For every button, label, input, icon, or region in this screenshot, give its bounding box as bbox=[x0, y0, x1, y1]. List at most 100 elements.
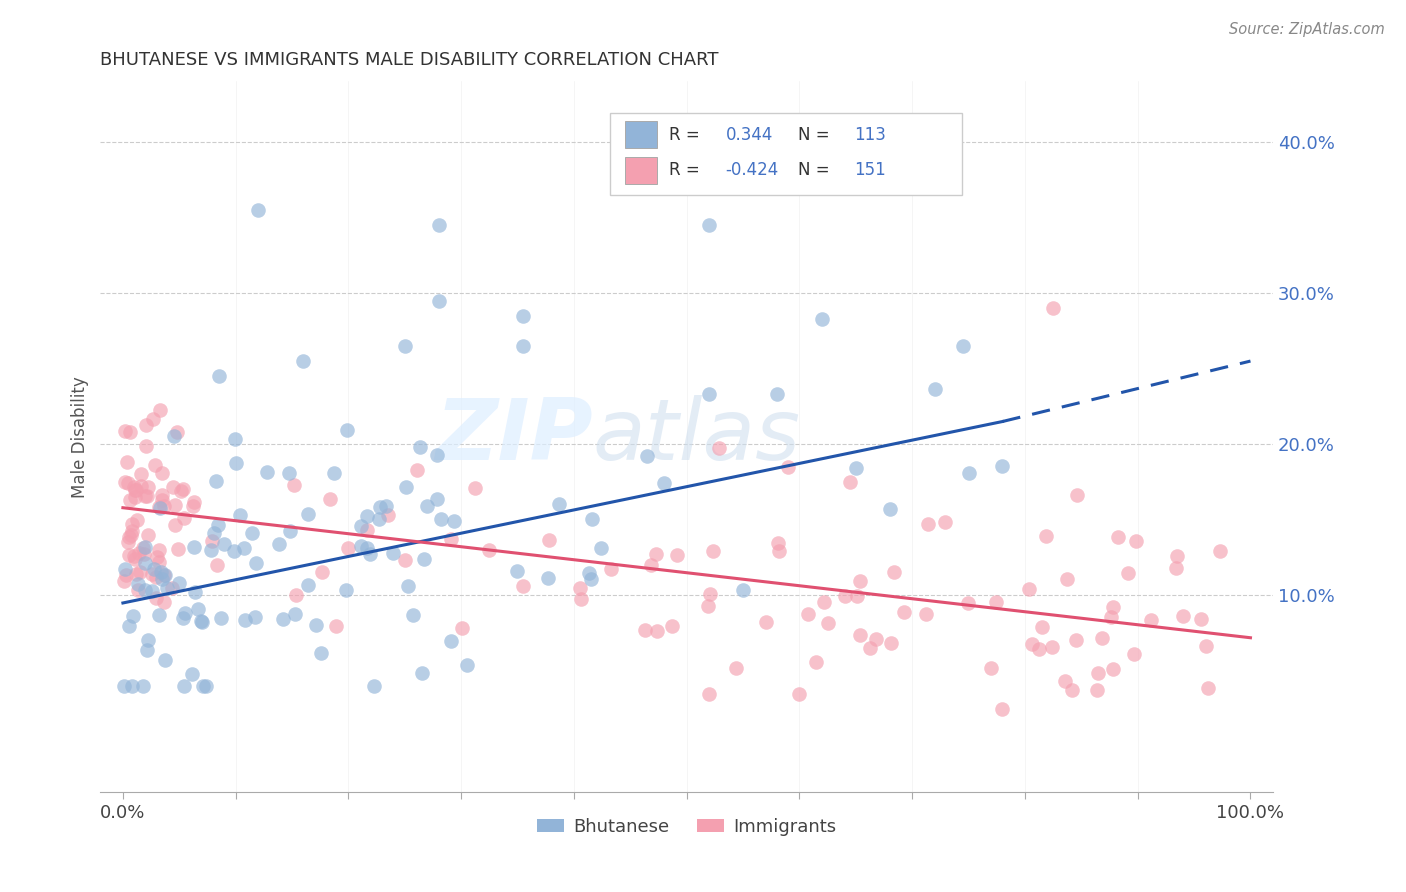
Point bbox=[377, 508, 399, 522]
Point bbox=[229, 508, 252, 523]
Point bbox=[150, 466, 173, 480]
Point bbox=[319, 491, 342, 506]
Point bbox=[150, 572, 173, 586]
Point bbox=[568, 581, 591, 595]
Point bbox=[280, 524, 302, 539]
Point bbox=[162, 429, 184, 443]
Point bbox=[406, 462, 429, 476]
Point bbox=[778, 459, 800, 474]
Point bbox=[537, 571, 560, 585]
Point bbox=[1035, 529, 1057, 543]
Text: 113: 113 bbox=[855, 126, 886, 144]
Point bbox=[121, 608, 143, 623]
Point bbox=[114, 562, 136, 576]
Point bbox=[849, 628, 872, 642]
Text: 0.344: 0.344 bbox=[725, 126, 773, 144]
Point bbox=[134, 540, 156, 554]
Point bbox=[427, 218, 450, 232]
Point bbox=[766, 535, 789, 549]
Point bbox=[440, 532, 463, 546]
Point bbox=[200, 543, 222, 558]
Point bbox=[124, 483, 146, 497]
Point bbox=[131, 479, 153, 493]
Point bbox=[411, 666, 433, 681]
Bar bbox=[624, 121, 658, 148]
Point bbox=[1197, 681, 1219, 696]
Point bbox=[368, 500, 391, 515]
Point bbox=[1116, 566, 1139, 581]
Point bbox=[934, 515, 956, 529]
Point bbox=[335, 582, 357, 597]
Text: R =: R = bbox=[669, 161, 704, 179]
Point bbox=[652, 475, 675, 490]
Point bbox=[115, 455, 138, 469]
Point bbox=[356, 524, 378, 538]
Text: BHUTANESE VS IMMIGRANTS MALE DISABILITY CORRELATION CHART: BHUTANESE VS IMMIGRANTS MALE DISABILITY … bbox=[100, 51, 718, 69]
Point bbox=[1060, 682, 1083, 697]
Point bbox=[118, 493, 141, 508]
Point bbox=[359, 547, 381, 561]
Point bbox=[170, 483, 193, 498]
Point bbox=[395, 480, 418, 494]
Point bbox=[153, 568, 176, 582]
Point bbox=[879, 636, 901, 650]
Point bbox=[127, 582, 149, 597]
Point bbox=[148, 556, 170, 570]
Point bbox=[924, 383, 946, 397]
Point bbox=[148, 542, 170, 557]
Point bbox=[118, 548, 141, 562]
Point bbox=[548, 497, 571, 511]
Point bbox=[427, 293, 450, 308]
Point bbox=[173, 606, 195, 620]
Point bbox=[839, 475, 862, 489]
Point bbox=[132, 541, 155, 555]
Y-axis label: Male Disability: Male Disability bbox=[72, 376, 89, 498]
Point bbox=[789, 687, 811, 701]
Point bbox=[125, 483, 148, 498]
Point bbox=[396, 579, 419, 593]
Point bbox=[797, 607, 820, 622]
Point bbox=[1171, 608, 1194, 623]
Point bbox=[160, 581, 183, 595]
Point bbox=[416, 499, 439, 513]
Point bbox=[180, 666, 202, 681]
Point bbox=[148, 608, 170, 623]
Point bbox=[834, 590, 856, 604]
Point bbox=[766, 387, 789, 401]
Point bbox=[245, 556, 267, 570]
Point bbox=[134, 489, 156, 503]
Point bbox=[581, 511, 603, 525]
Point bbox=[506, 564, 529, 578]
Point bbox=[118, 529, 141, 543]
Point bbox=[292, 354, 315, 368]
Point bbox=[153, 653, 176, 667]
Point bbox=[952, 339, 974, 353]
Point bbox=[129, 467, 152, 481]
Point bbox=[152, 499, 174, 513]
Point bbox=[600, 562, 623, 576]
Point bbox=[1166, 549, 1188, 564]
Point bbox=[661, 618, 683, 632]
Point bbox=[980, 661, 1002, 675]
Point bbox=[132, 547, 155, 561]
Point bbox=[135, 489, 157, 503]
Point bbox=[724, 661, 747, 675]
Point bbox=[645, 624, 668, 638]
Point bbox=[1066, 633, 1088, 648]
Point bbox=[451, 621, 474, 635]
Point bbox=[118, 619, 141, 633]
Point bbox=[125, 566, 148, 581]
Point bbox=[1031, 620, 1053, 634]
Point bbox=[1087, 666, 1109, 681]
Point bbox=[129, 565, 152, 579]
Point bbox=[153, 568, 176, 582]
Point bbox=[141, 584, 163, 599]
Point bbox=[1107, 530, 1129, 544]
Point bbox=[145, 549, 167, 564]
Point bbox=[1018, 582, 1040, 596]
Point bbox=[1139, 613, 1161, 627]
Point bbox=[426, 492, 449, 507]
Point bbox=[1091, 631, 1114, 645]
Point bbox=[208, 369, 231, 384]
Point bbox=[191, 615, 214, 629]
